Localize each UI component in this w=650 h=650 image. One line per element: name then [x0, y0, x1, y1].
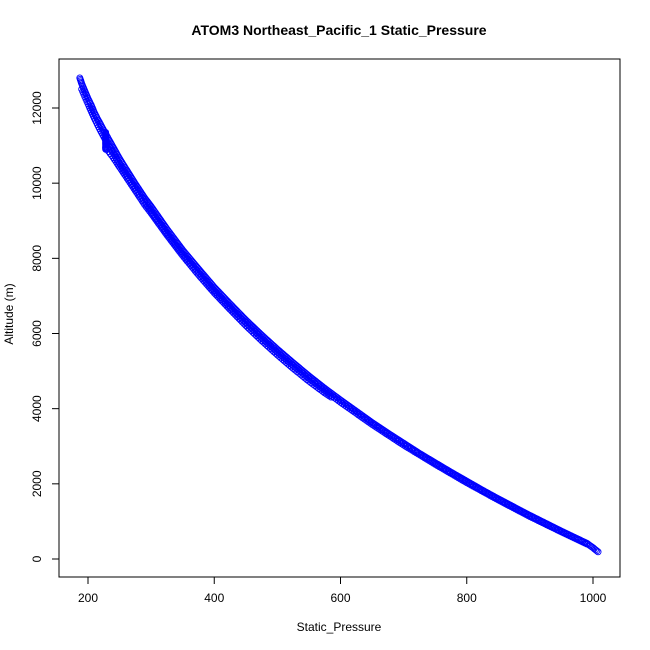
- x-axis-label: Static_Pressure: [297, 620, 382, 634]
- x-tick-label: 400: [204, 591, 224, 605]
- data-point: [593, 547, 601, 555]
- data-point: [226, 303, 234, 311]
- data-point: [235, 312, 243, 320]
- data-point: [231, 309, 239, 316]
- x-tick-label: 600: [330, 591, 350, 605]
- plot-frame: [58, 58, 621, 578]
- data-points: [76, 74, 602, 556]
- y-tick-label: 0: [30, 555, 44, 562]
- data-point: [233, 310, 241, 318]
- y-tick-label: 4000: [30, 395, 44, 422]
- y-tick-label: 10000: [30, 166, 44, 200]
- y-tick-label: 6000: [30, 320, 44, 347]
- data-point: [228, 305, 236, 313]
- y-axis-label: Altitude (m): [2, 283, 16, 344]
- x-axis: 200 400 600 800 1000: [78, 577, 607, 605]
- y-axis: 0 2000 4000 6000 8000 10000 12000: [30, 91, 59, 562]
- y-tick-label: 8000: [30, 245, 44, 272]
- data-point: [583, 540, 591, 548]
- data-point: [238, 316, 246, 323]
- y-tick-label: 2000: [30, 470, 44, 497]
- x-tick-label: 800: [457, 591, 477, 605]
- data-point: [594, 548, 602, 556]
- data-point: [237, 314, 245, 322]
- chart-title: ATOM3 Northeast_Pacific_1 Static_Pressur…: [191, 22, 486, 38]
- x-tick-label: 1000: [580, 591, 607, 605]
- data-point: [230, 307, 237, 315]
- data-point: [240, 317, 248, 325]
- y-tick-label: 12000: [30, 91, 44, 125]
- x-tick-label: 200: [78, 591, 98, 605]
